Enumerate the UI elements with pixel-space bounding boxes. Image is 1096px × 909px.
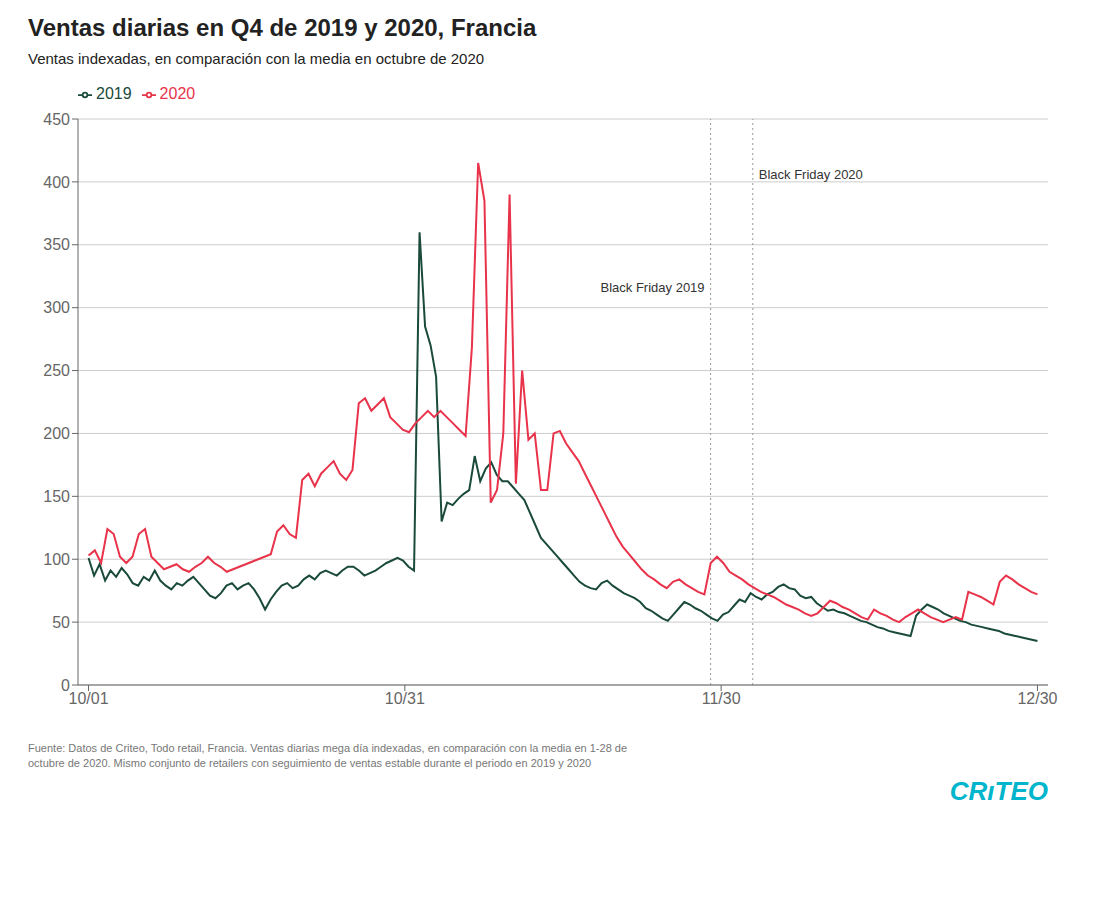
svg-text:50: 50 — [52, 614, 70, 631]
svg-text:350: 350 — [43, 236, 70, 253]
html-text:CRıTEO: CRıTEO — [949, 775, 1048, 806]
html-text:Ventas indexadas, en comparaci: Ventas indexadas, en comparación con la … — [28, 50, 485, 67]
html-text:2020: 2020 — [159, 85, 196, 102]
svg-text:250: 250 — [43, 362, 70, 379]
svg-text:10/31: 10/31 — [385, 690, 425, 707]
svg-text:300: 300 — [43, 299, 70, 316]
svg-text:Black Friday 2019: Black Friday 2019 — [601, 280, 705, 295]
html-text:Fuente: Datos de Criteo, Todo: Fuente: Datos de Criteo, Todo retail, Fr… — [28, 742, 627, 770]
svg-text:400: 400 — [43, 174, 70, 191]
html-text:Ventas diarias en Q4 de 2019 y: Ventas diarias en Q4 de 2019 y 2020, Fra… — [28, 14, 537, 41]
svg-text:Black Friday 2020: Black Friday 2020 — [759, 167, 863, 182]
svg-text:150: 150 — [43, 488, 70, 505]
svg-text:12/30: 12/30 — [1017, 690, 1057, 707]
svg-text:0: 0 — [61, 677, 70, 694]
html-text:2019: 2019 — [96, 85, 132, 102]
svg-text:10/01: 10/01 — [69, 690, 109, 707]
svg-text:450: 450 — [43, 111, 70, 128]
svg-text:100: 100 — [43, 551, 70, 568]
svg-text:11/30: 11/30 — [702, 690, 741, 707]
svg-text:200: 200 — [43, 425, 70, 442]
